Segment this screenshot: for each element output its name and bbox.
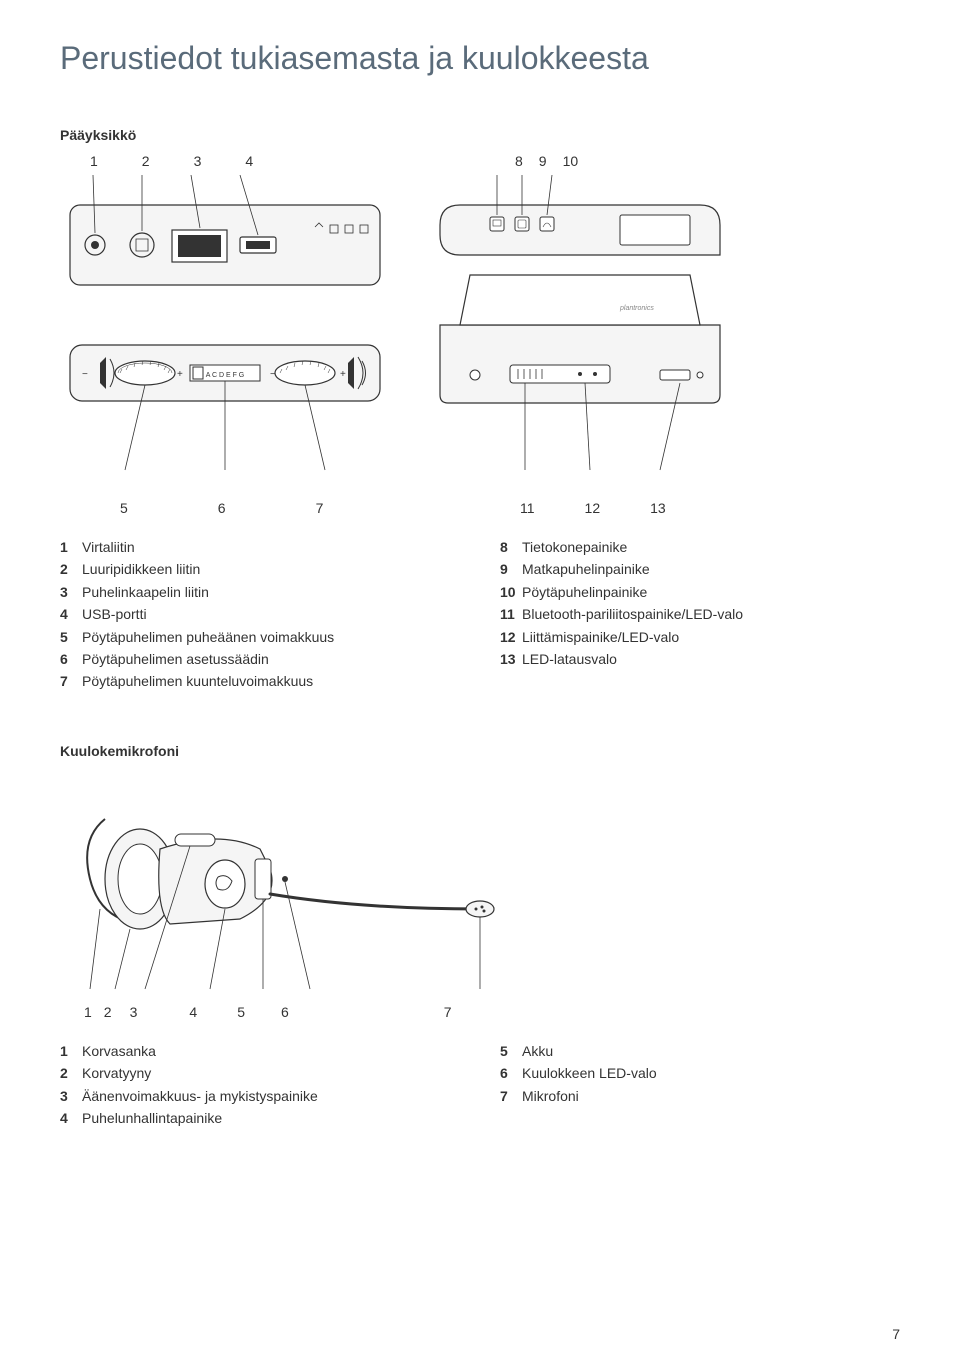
list-item: 9Matkapuhelinpainike: [500, 558, 900, 580]
list-item: 2Korvatyyny: [60, 1062, 460, 1084]
list-item: 6Kuulokkeen LED-valo: [500, 1062, 900, 1084]
legend-right-col: 5Akku 6Kuulokkeen LED-valo 7Mikrofoni: [500, 1040, 900, 1130]
page-title: Perustiedot tukiasemasta ja kuulokkeesta: [60, 40, 900, 77]
headset-section: Kuulokemikrofoni: [60, 743, 900, 1130]
headset-heading: Kuulokemikrofoni: [60, 743, 900, 759]
callout-number: 10: [563, 153, 579, 169]
list-item: 7Pöytäpuhelimen kuunteluvoimakkuus: [60, 670, 460, 692]
list-item: 8Tietokonepainike: [500, 536, 900, 558]
list-item: 5Pöytäpuhelimen puheäänen voimakkuus: [60, 626, 460, 648]
headset-legend: 1Korvasanka 2Korvatyyny 3Äänenvoimakkuus…: [60, 1040, 900, 1130]
main-unit-diagram: A C D E F G − + − +: [60, 175, 900, 505]
headset-diagram: [60, 779, 900, 1019]
list-item: 13LED-latausvalo: [500, 648, 900, 670]
svg-text:+: +: [177, 369, 183, 380]
list-item: 2Luuripidikkeen liitin: [60, 558, 460, 580]
list-item: 1Virtaliitin: [60, 536, 460, 558]
list-item: 5Akku: [500, 1040, 900, 1062]
callout-number: 1: [90, 153, 98, 169]
callout-number: 2: [142, 153, 150, 169]
callout-number: 9: [539, 153, 547, 169]
list-item: 3Äänenvoimakkuus- ja mykistyspainike: [60, 1085, 460, 1107]
legend-left-col: 1Virtaliitin 2Luuripidikkeen liitin 3Puh…: [60, 536, 460, 693]
list-item: 12Liittämispainike/LED-valo: [500, 626, 900, 648]
list-item: 6Pöytäpuhelimen asetussäädin: [60, 648, 460, 670]
list-item: 1Korvasanka: [60, 1040, 460, 1062]
page-number: 7: [892, 1326, 900, 1342]
callout-number: 3: [194, 153, 202, 169]
list-item: 4USB-portti: [60, 603, 460, 625]
main-unit-heading: Pääyksikkö: [60, 127, 900, 143]
list-item: 7Mikrofoni: [500, 1085, 900, 1107]
main-unit-section: Pääyksikkö 1 2 3 4 8 9 10: [60, 127, 900, 693]
svg-text:−: −: [82, 369, 88, 380]
svg-text:plantronics: plantronics: [619, 305, 654, 312]
callout-number: 4: [245, 153, 253, 169]
main-unit-top-numbers: 1 2 3 4 8 9 10: [60, 153, 900, 169]
main-unit-legend: 1Virtaliitin 2Luuripidikkeen liitin 3Puh…: [60, 536, 900, 693]
legend-right-col: 8Tietokonepainike 9Matkapuhelinpainike 1…: [500, 536, 900, 693]
list-item: 10Pöytäpuhelinpainike: [500, 581, 900, 603]
svg-text:−: −: [270, 369, 276, 380]
list-item: 4Puhelunhallintapainike: [60, 1107, 460, 1129]
callout-number: 8: [515, 153, 523, 169]
list-item: 3Puhelinkaapelin liitin: [60, 581, 460, 603]
dial-letters-text: A C D E F G: [206, 372, 245, 379]
list-item: 11Bluetooth-pariliitospainike/LED-valo: [500, 603, 900, 625]
svg-text:+: +: [340, 369, 346, 380]
legend-left-col: 1Korvasanka 2Korvatyyny 3Äänenvoimakkuus…: [60, 1040, 460, 1130]
